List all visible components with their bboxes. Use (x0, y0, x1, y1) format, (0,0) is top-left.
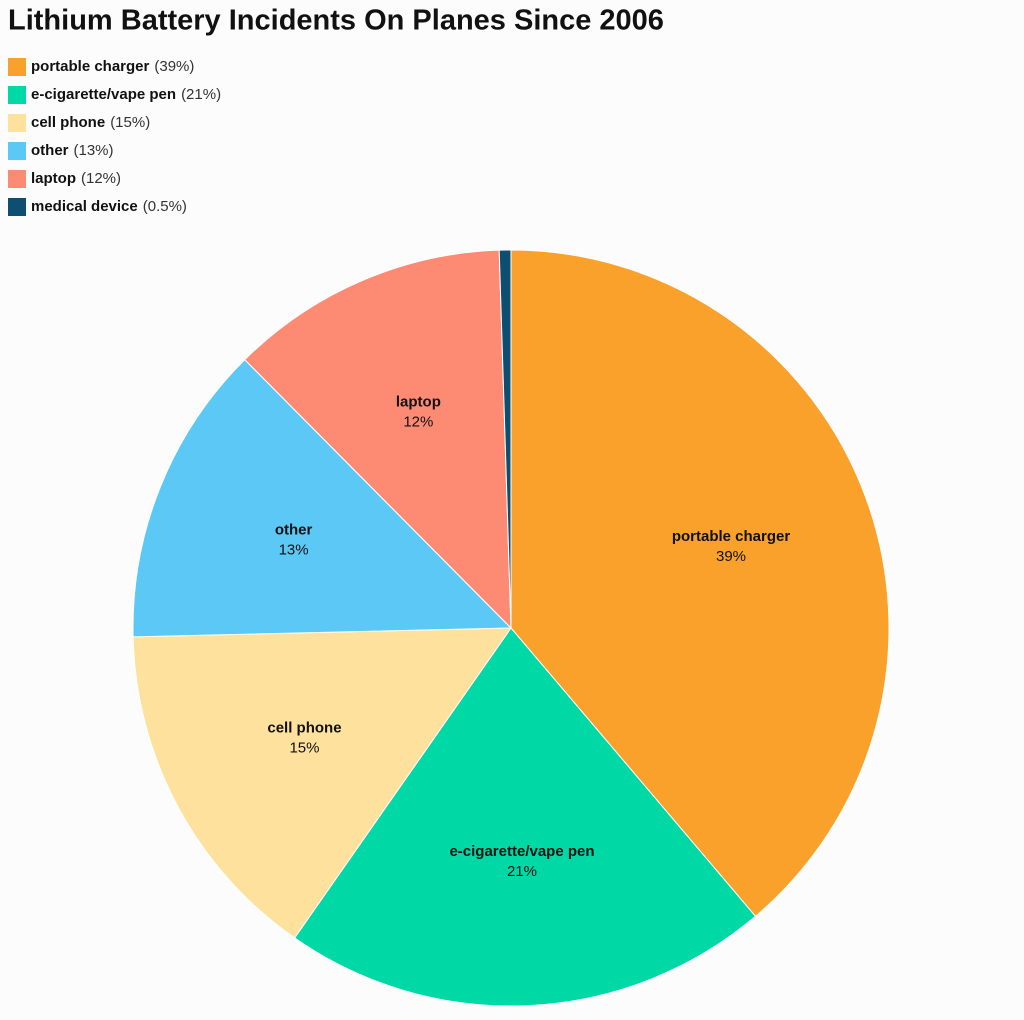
legend-swatch (8, 198, 26, 216)
legend-value: (12%) (81, 170, 121, 187)
slice-label: laptop (396, 394, 441, 411)
slice-value: 39% (716, 548, 746, 565)
slice-value: 21% (507, 863, 537, 880)
legend-value: (0.5%) (143, 198, 187, 215)
legend-swatch (8, 58, 26, 76)
slice-value: 15% (289, 740, 319, 757)
chart-title: Lithium Battery Incidents On Planes Sinc… (8, 5, 664, 37)
legend-entry: medical device (0.5%) (31, 198, 187, 215)
pie-slice (244, 249, 512, 630)
legend-entry: portable charger (39%) (31, 58, 194, 75)
legend-entry: other (13%) (31, 142, 114, 159)
slices (132, 249, 890, 1007)
slice-label: cell phone (267, 720, 341, 737)
legend-name: laptop (31, 170, 76, 187)
legend-swatch (8, 86, 26, 104)
legend-value: (13%) (74, 142, 114, 159)
pie-slice (510, 249, 890, 918)
legend-name: cell phone (31, 114, 105, 131)
legend-name: e-cigarette/vape pen (31, 86, 176, 103)
legend-name: other (31, 142, 69, 159)
pie-slice (293, 627, 757, 1007)
pie-slice (132, 627, 512, 939)
legend-name: medical device (31, 198, 138, 215)
legend-entry: laptop (12%) (31, 170, 121, 187)
slice-value: 12% (403, 414, 433, 431)
legend-name: portable charger (31, 58, 150, 75)
legend-value: (21%) (181, 86, 221, 103)
slice-label: other (275, 521, 313, 538)
legend-value: (39%) (154, 58, 194, 75)
legend-swatch (8, 114, 26, 132)
legend-swatch (8, 170, 26, 188)
slice-label: e-cigarette/vape pen (449, 843, 594, 860)
legend-value: (15%) (110, 114, 150, 131)
legend-entry: e-cigarette/vape pen (21%) (31, 86, 221, 103)
pie-slice (132, 358, 513, 638)
slice-value: 13% (279, 541, 309, 558)
legend-entry: cell phone (15%) (31, 114, 150, 131)
legend-swatch (8, 142, 26, 160)
pie-slice (498, 249, 512, 629)
slice-label: portable charger (672, 528, 791, 545)
